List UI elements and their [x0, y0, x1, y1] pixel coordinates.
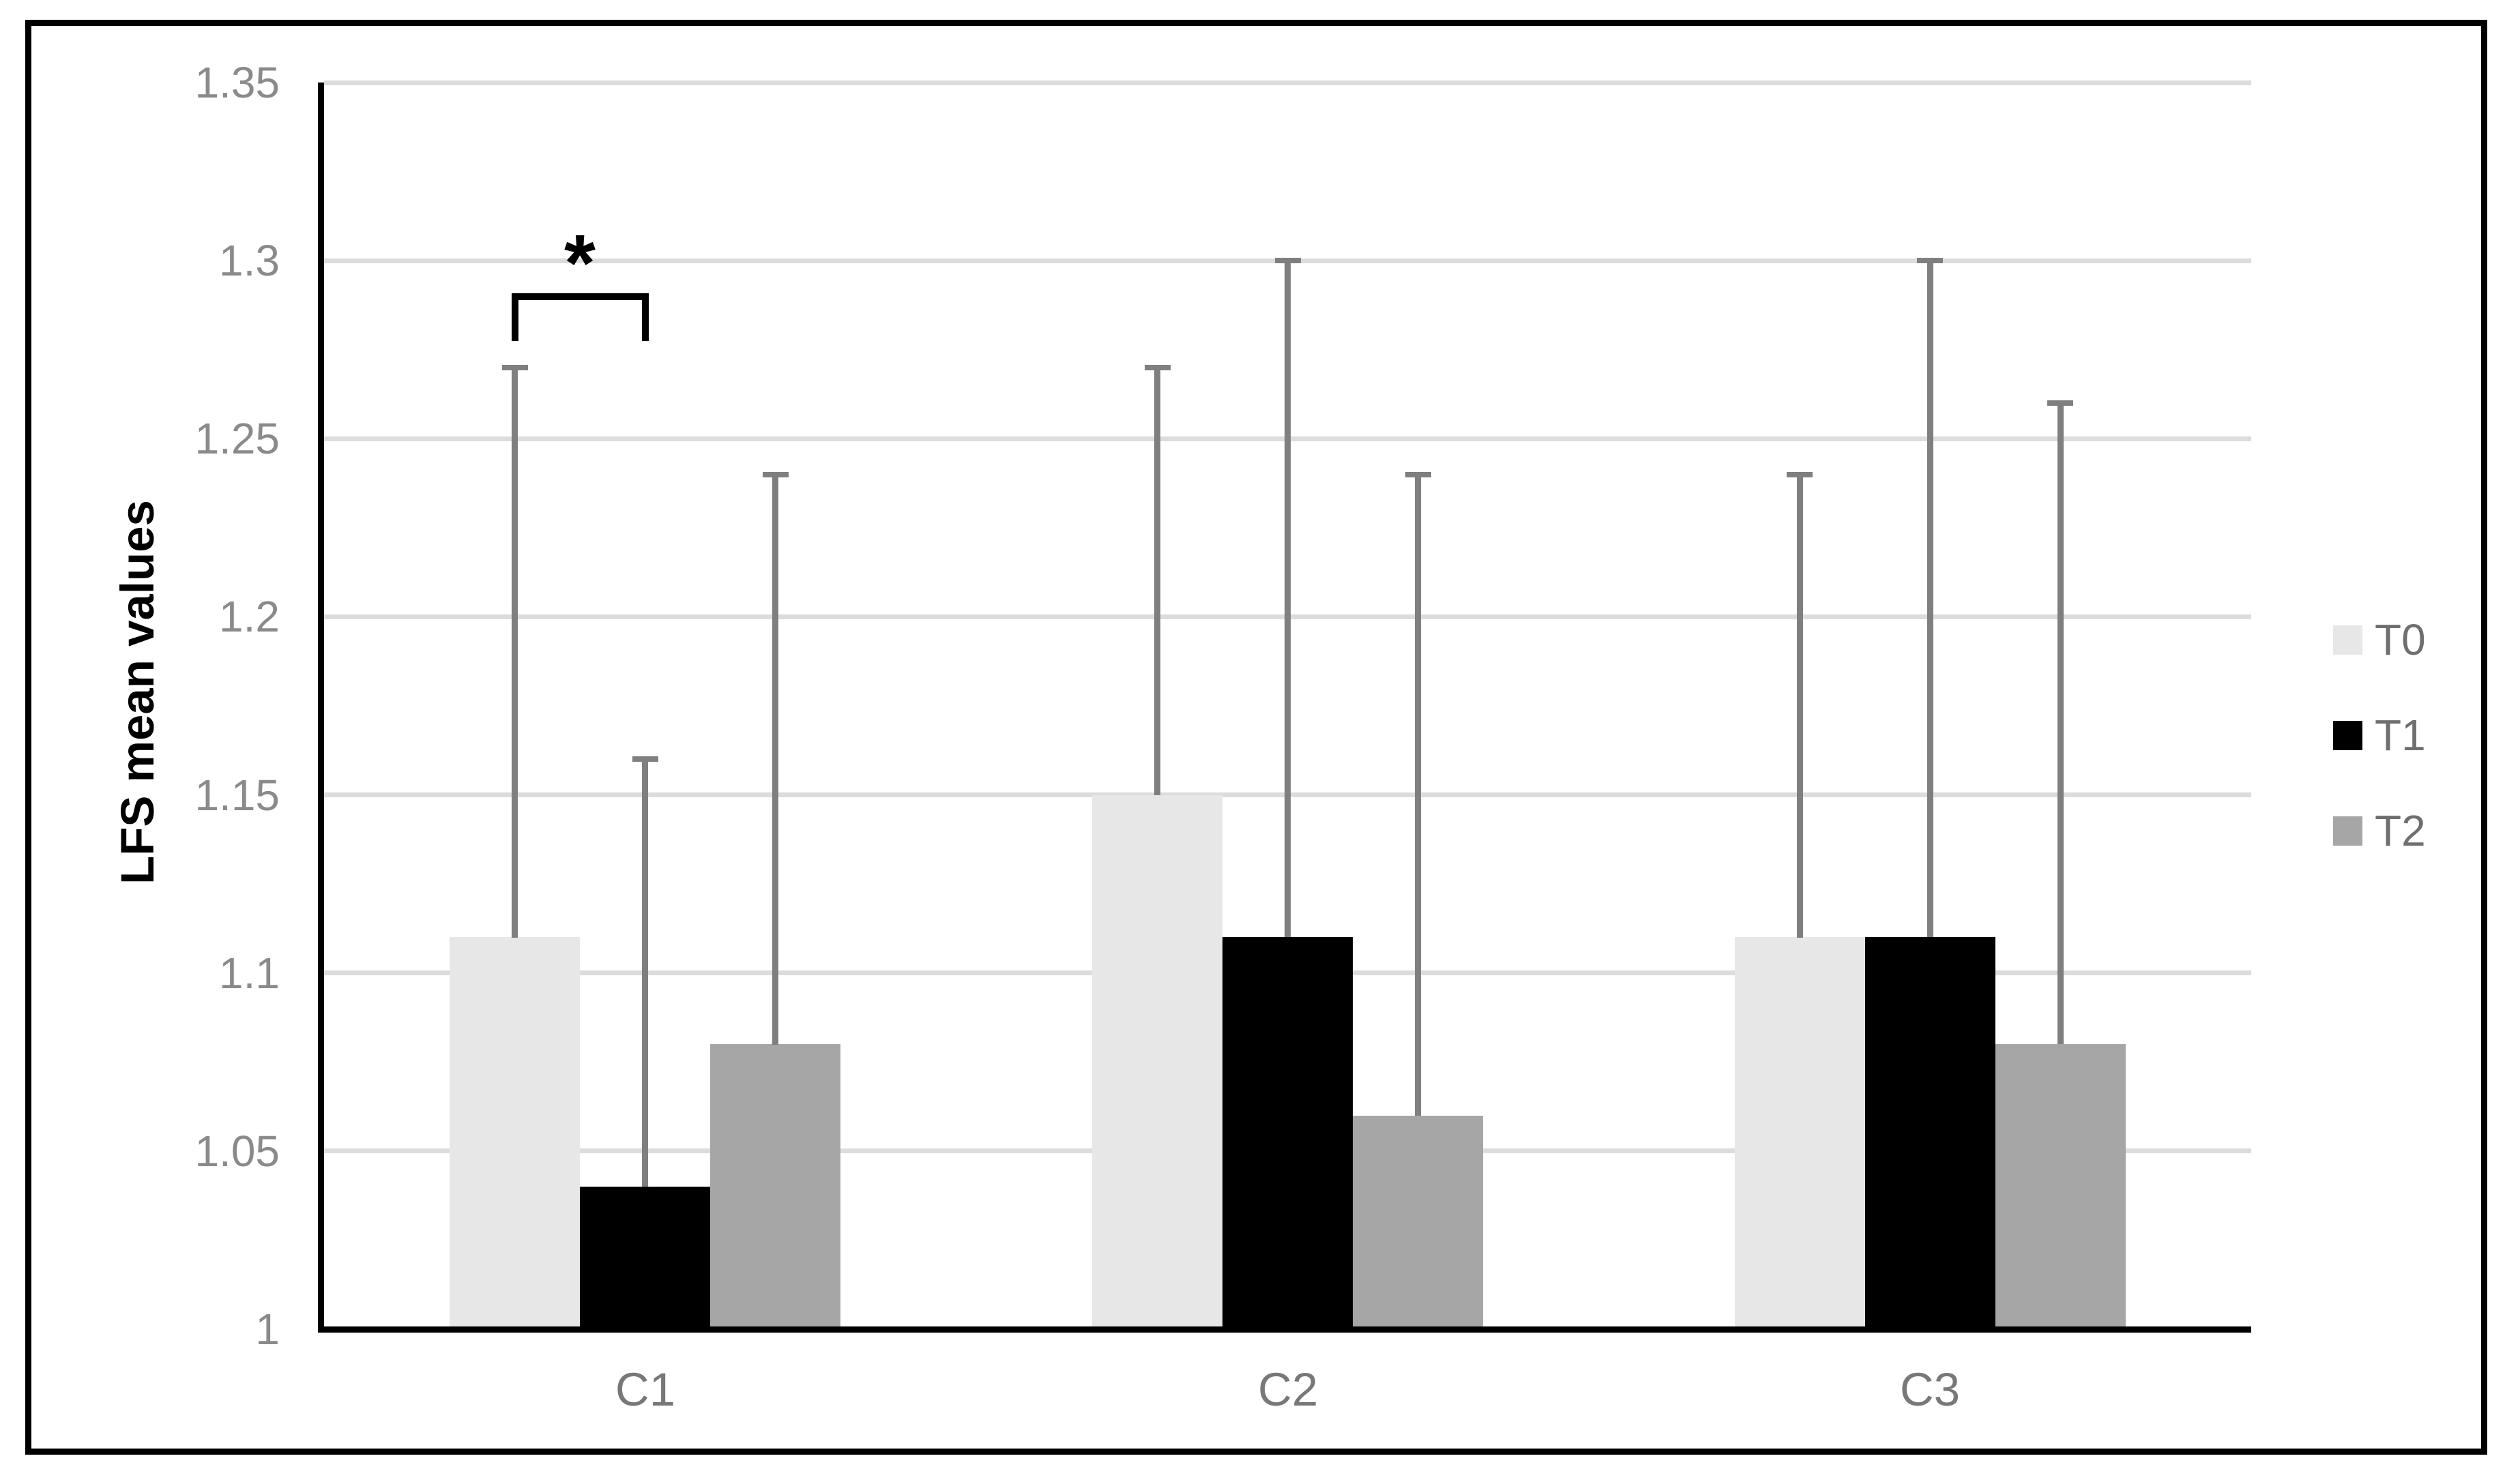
x-axis-line	[318, 1326, 2251, 1333]
y-axis-line	[318, 83, 324, 1333]
error-bar-C1-T2	[772, 475, 778, 1045]
gridline	[324, 80, 2251, 85]
y-tick-label: 1.2	[219, 592, 280, 641]
y-tick-label: 1.1	[219, 949, 280, 998]
y-tick-label: 1.05	[194, 1127, 280, 1176]
bar-C2-T1	[1222, 937, 1353, 1326]
error-cap-C1-T2	[763, 472, 789, 477]
error-bar-C1-T0	[512, 368, 518, 938]
y-tick-label: 1.35	[194, 58, 280, 107]
error-bar-C2-T0	[1154, 368, 1160, 795]
legend-swatch-T0	[2333, 625, 2362, 655]
legend-item-T0: T0	[2333, 618, 2426, 662]
y-tick-label: 1.3	[219, 236, 280, 285]
y-tick-label: 1	[255, 1305, 280, 1354]
error-bar-C1-T1	[642, 759, 648, 1187]
category-label-C2: C2	[1257, 1363, 1319, 1416]
error-cap-C1-T1	[632, 756, 658, 762]
error-bar-C2-T2	[1415, 475, 1421, 1116]
legend-label-T0: T0	[2375, 615, 2426, 664]
error-cap-C3-T1	[1917, 258, 1943, 263]
significance-asterisk: *	[564, 218, 596, 308]
error-bar-C2-T1	[1285, 261, 1291, 937]
bar-C1-T1	[580, 1187, 710, 1326]
legend-item-T1: T1	[2333, 713, 2426, 757]
bar-C3-T2	[1995, 1044, 2126, 1326]
y-tick-label: 1.25	[194, 414, 280, 463]
bar-C3-T1	[1865, 937, 1995, 1326]
error-bar-C3-T1	[1927, 261, 1933, 937]
error-cap-C2-T2	[1405, 472, 1431, 477]
y-tick-label: 1.15	[194, 771, 280, 820]
bar-C1-T2	[710, 1044, 840, 1326]
category-label-C1: C1	[615, 1363, 676, 1416]
legend-label-T2: T2	[2375, 806, 2426, 855]
significance-bracket	[512, 293, 649, 341]
error-cap-C2-T0	[1145, 365, 1171, 370]
bar-C2-T2	[1353, 1116, 1483, 1326]
legend-swatch-T2	[2333, 816, 2362, 846]
legend-item-T2: T2	[2333, 809, 2426, 852]
category-label-C3: C3	[1899, 1363, 1961, 1416]
legend-label-T1: T1	[2375, 711, 2426, 760]
y-axis-title: LFS mean values	[111, 500, 164, 885]
error-cap-C3-T2	[2047, 400, 2073, 406]
error-bar-C3-T2	[2057, 403, 2064, 1044]
error-cap-C2-T1	[1275, 258, 1301, 263]
legend-swatch-T1	[2333, 720, 2362, 750]
error-cap-C1-T0	[502, 365, 528, 370]
bar-C2-T0	[1092, 795, 1222, 1326]
error-bar-C3-T0	[1797, 475, 1803, 938]
error-cap-C3-T0	[1787, 472, 1813, 477]
bar-C3-T0	[1735, 937, 1865, 1326]
bar-C1-T0	[450, 937, 580, 1326]
